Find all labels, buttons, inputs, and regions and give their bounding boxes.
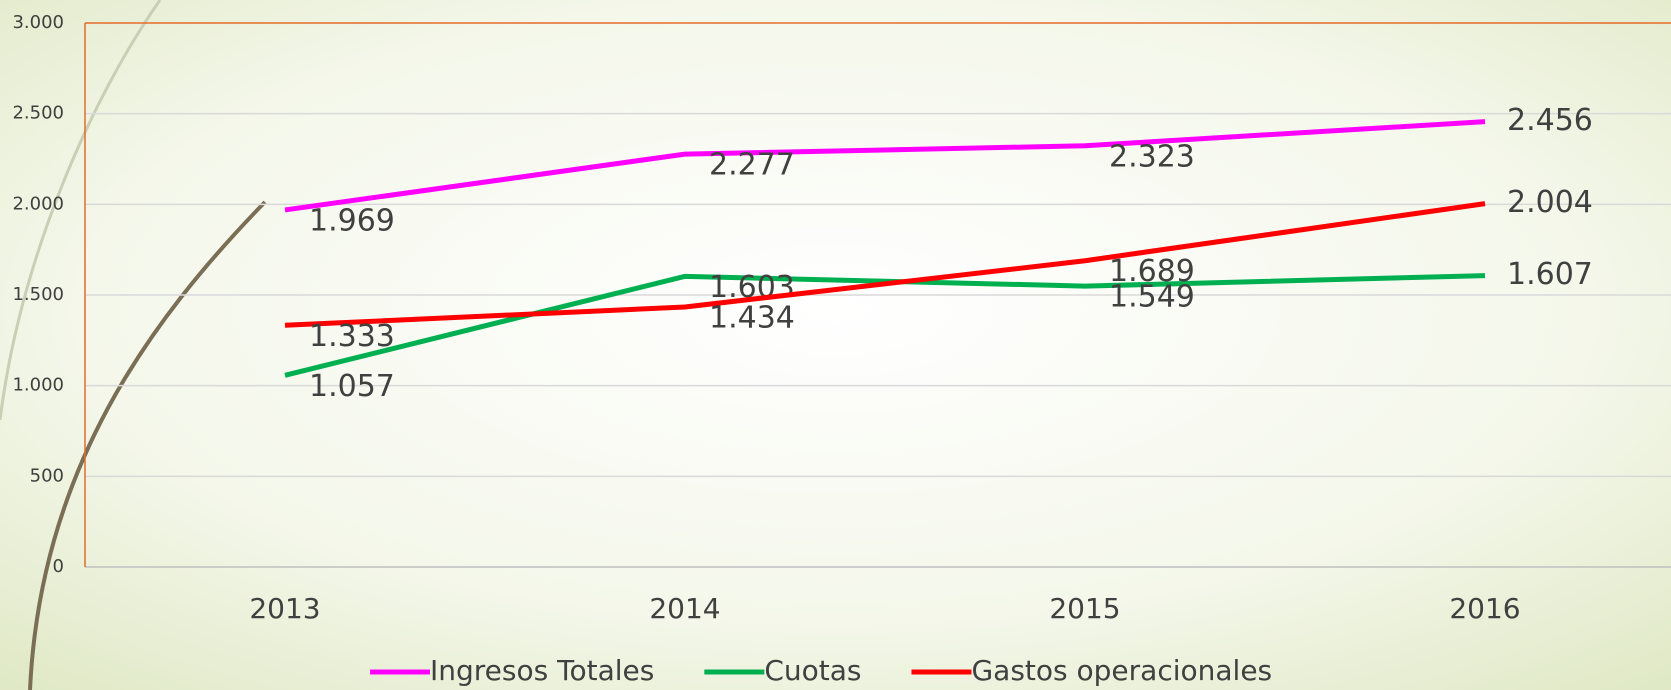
x-tick-label: 2014 [649,592,720,625]
y-tick-label: 2.500 [12,103,64,124]
data-label: 1.333 [309,319,395,354]
y-tick-label: 1.000 [12,375,64,396]
data-label: 2.004 [1507,185,1593,220]
x-tick-label: 2016 [1449,592,1520,625]
data-label: 2.456 [1507,103,1593,138]
y-tick-label: 2.000 [12,193,64,214]
data-label: 1.434 [709,300,795,335]
series-line [284,119,1486,213]
data-label: 1.549 [1109,280,1195,315]
y-tick-label: 1.500 [12,284,64,305]
legend-label: Ingresos Totales [430,654,654,687]
series-line [284,201,1486,328]
decor-curve [0,0,162,421]
legend-label: Gastos operacionales [971,654,1272,687]
decor-curve [28,200,267,690]
data-label: 2.277 [709,148,795,183]
y-tick-label: 0 [53,556,64,577]
data-label: 1.057 [309,369,395,404]
series-line [284,273,1486,378]
legend-label: Cuotas [764,654,861,687]
data-label: 2.323 [1109,139,1195,174]
data-label: 1.607 [1507,257,1593,292]
y-tick-label: 500 [30,465,64,486]
x-tick-label: 2015 [1049,592,1120,625]
data-label: 1.969 [309,203,395,238]
y-tick-label: 3.000 [12,12,64,33]
x-tick-label: 2013 [249,592,320,625]
data-label: 1.689 [1109,254,1195,289]
